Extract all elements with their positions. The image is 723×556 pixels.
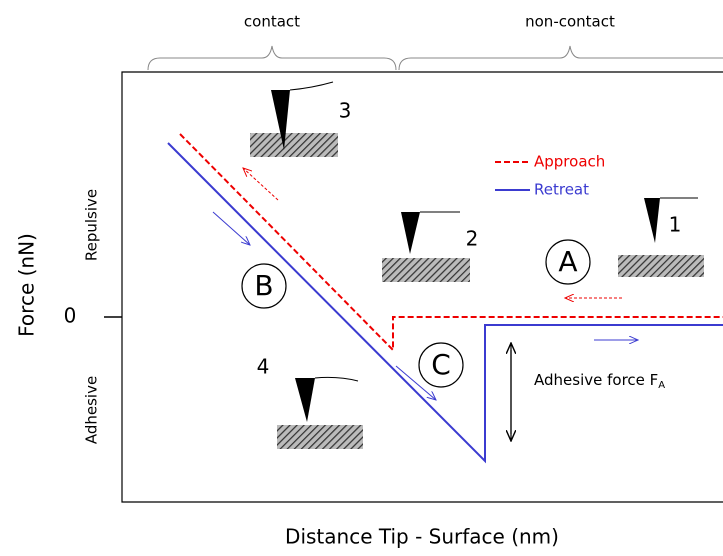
phase-circle xyxy=(545,239,591,285)
region-label: non-contact xyxy=(525,13,615,31)
stage-label: 2 xyxy=(466,227,479,251)
stage-label: 3 xyxy=(339,99,352,123)
surface xyxy=(382,258,470,282)
stage-label: 4 xyxy=(257,355,270,379)
y-axis-label: Force (nN) xyxy=(15,233,39,337)
tip xyxy=(295,378,315,422)
surface xyxy=(277,425,363,449)
legend-label: Approach xyxy=(534,153,605,171)
arrow xyxy=(395,365,436,400)
retreat-curve xyxy=(167,142,723,464)
phase-label: A xyxy=(558,245,577,278)
tip xyxy=(401,212,420,254)
brace xyxy=(147,45,397,71)
phase-circle xyxy=(241,263,287,309)
legend-label: Retreat xyxy=(534,181,589,199)
region-label: Adhesive xyxy=(83,376,101,444)
brace xyxy=(398,45,723,71)
cantilever xyxy=(314,376,359,382)
tip xyxy=(271,90,290,150)
arrow xyxy=(212,211,250,245)
tip xyxy=(644,198,660,243)
region-label: Repulsive xyxy=(83,189,101,261)
phase-label: C xyxy=(431,348,451,381)
arrow xyxy=(243,168,279,201)
cantilever xyxy=(289,81,334,91)
surface xyxy=(250,133,338,157)
x-axis-label: Distance Tip - Surface (nm) xyxy=(285,525,559,549)
surface xyxy=(618,255,704,277)
phase-label: B xyxy=(254,269,273,302)
stage-label: 1 xyxy=(669,213,682,237)
plot-frame xyxy=(121,71,723,503)
annotation: Adhesive force FA xyxy=(534,371,665,392)
region-label: contact xyxy=(244,13,300,31)
phase-circle xyxy=(418,342,464,388)
approach-curve xyxy=(179,133,723,353)
zero-label: 0 xyxy=(64,304,77,328)
